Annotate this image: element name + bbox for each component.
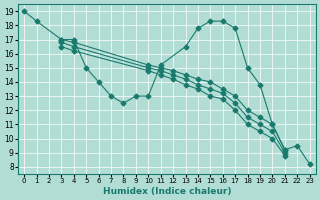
X-axis label: Humidex (Indice chaleur): Humidex (Indice chaleur)	[103, 187, 231, 196]
